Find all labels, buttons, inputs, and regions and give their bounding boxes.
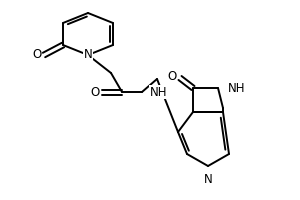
Text: N: N [84, 48, 92, 62]
Text: N: N [204, 173, 212, 186]
Text: O: O [167, 70, 177, 82]
Text: NH: NH [150, 86, 167, 98]
Text: O: O [90, 86, 100, 98]
Text: NH: NH [228, 82, 245, 95]
Text: O: O [32, 48, 42, 62]
